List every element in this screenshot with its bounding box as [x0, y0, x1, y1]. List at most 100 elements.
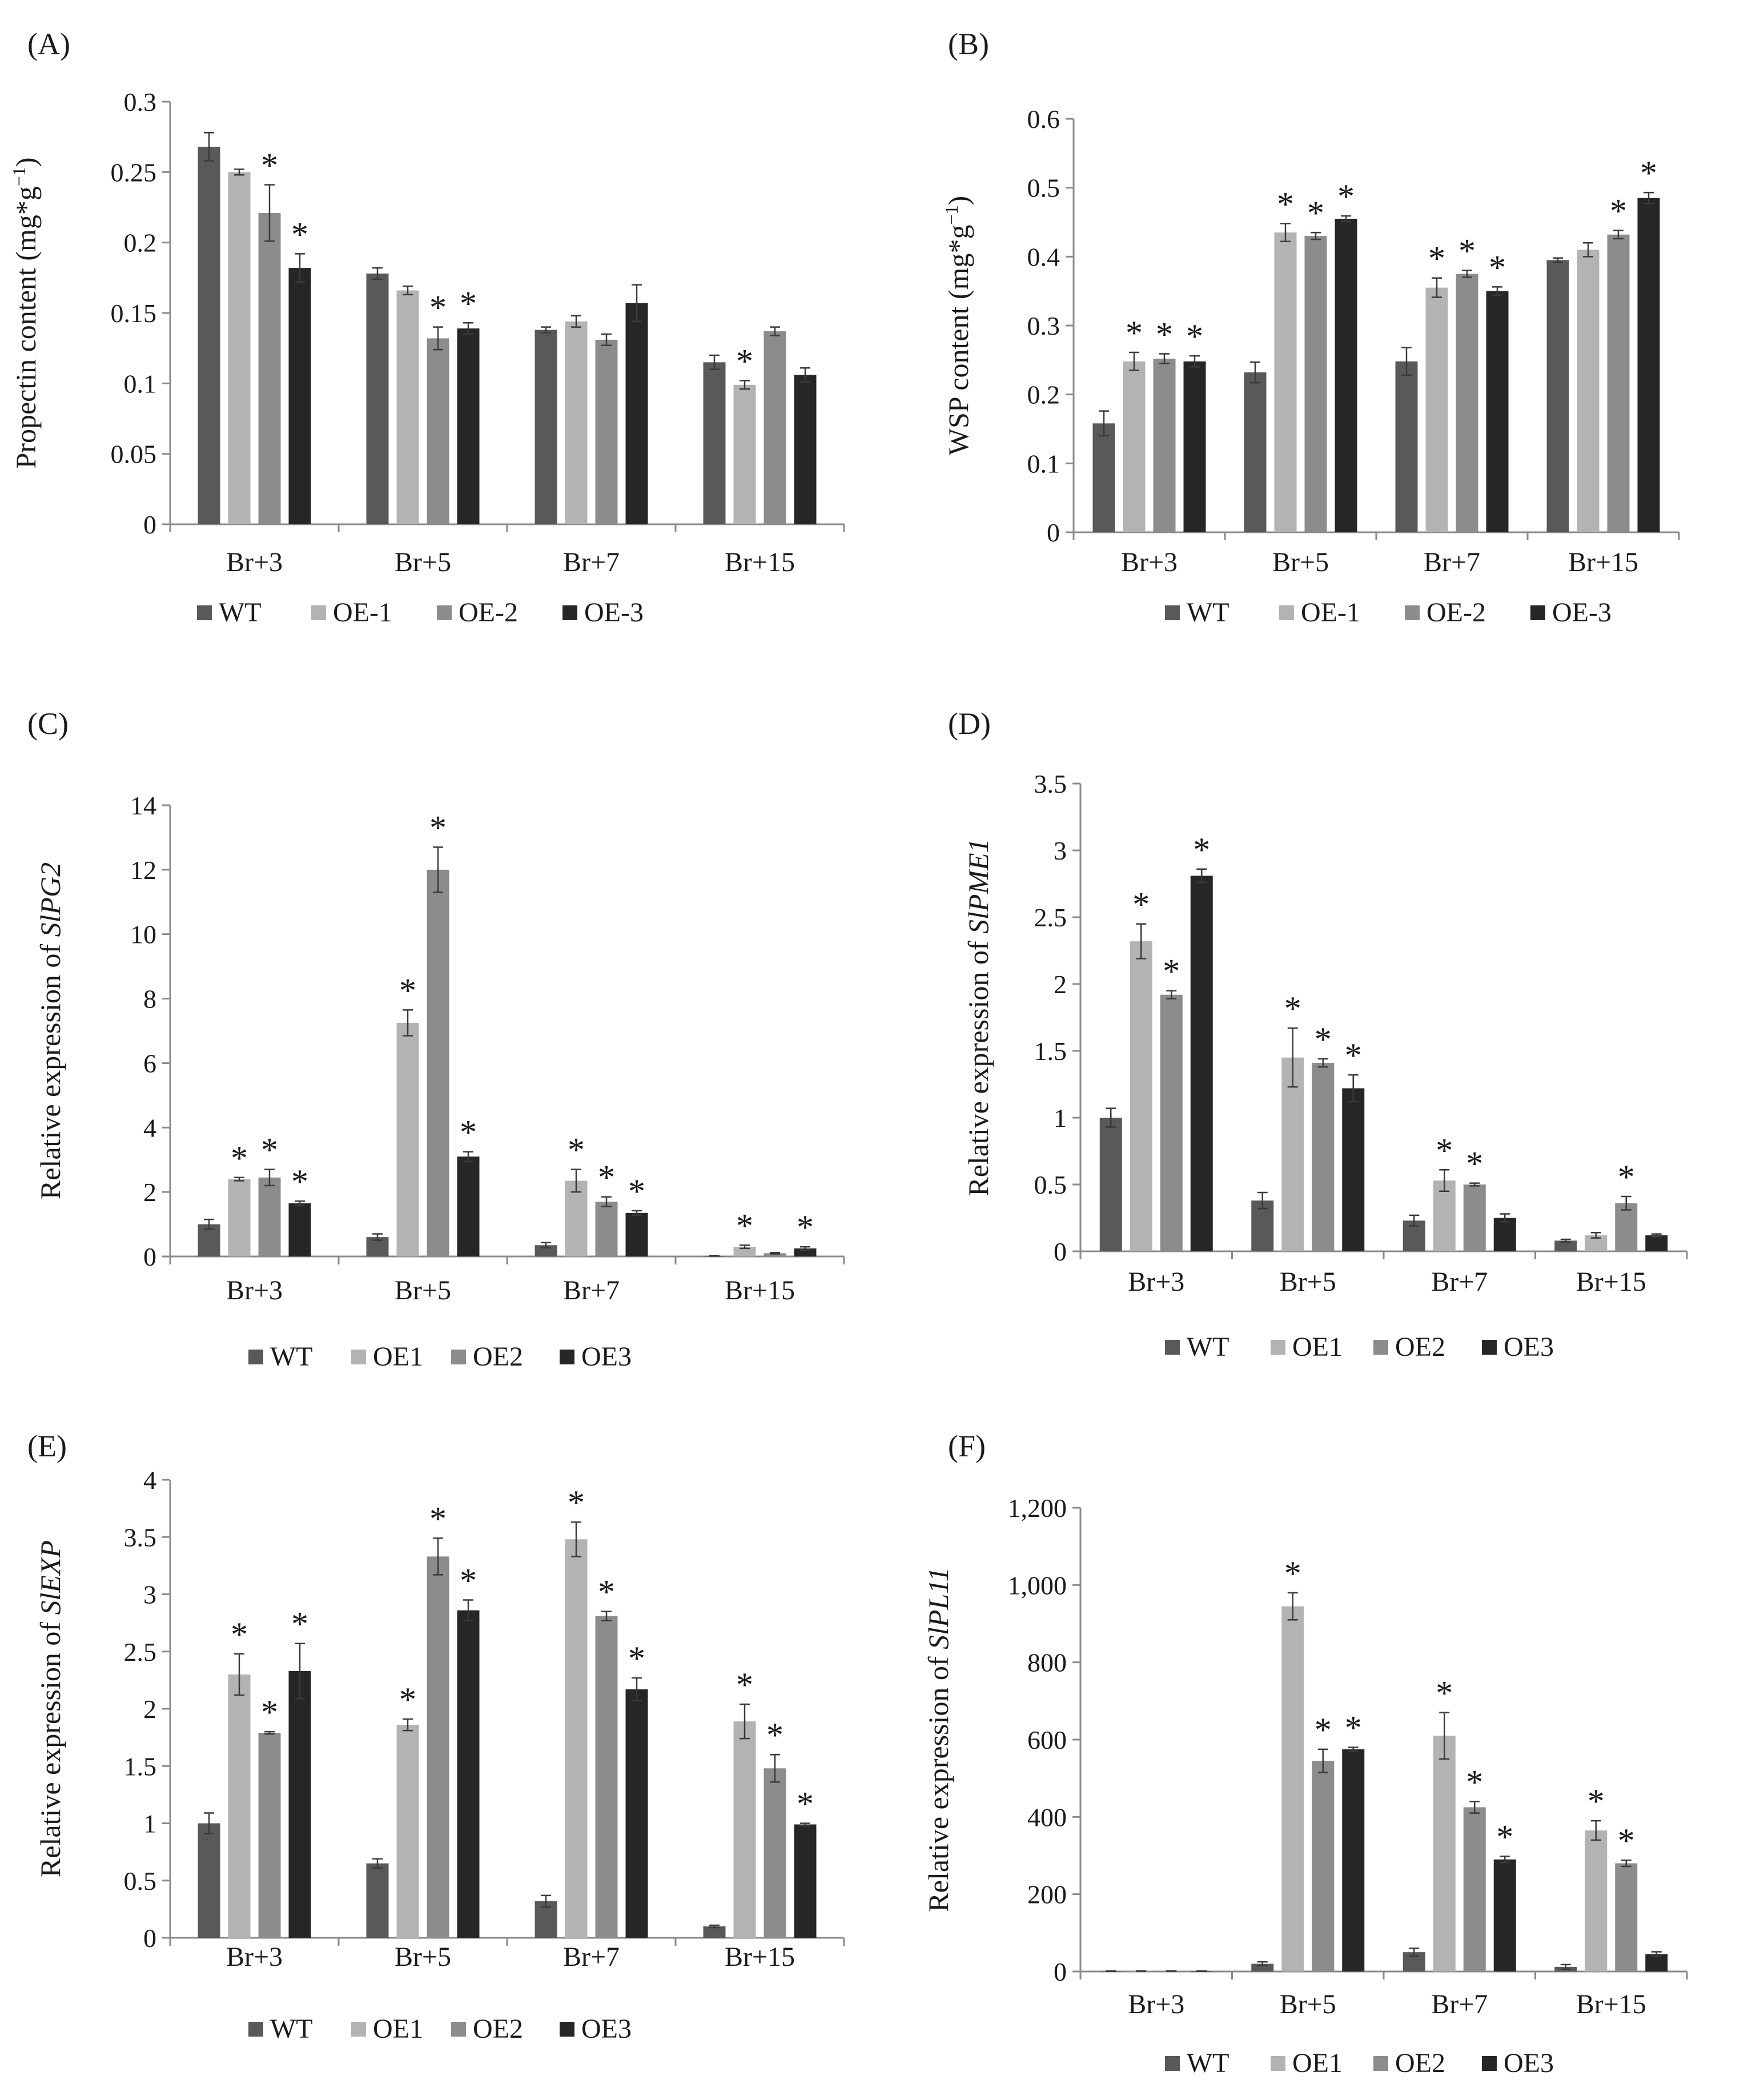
significance-star: * — [429, 809, 447, 846]
x-category-label: Br+5 — [395, 547, 451, 577]
significance-star: * — [261, 147, 278, 184]
y-tick-label: 0.1 — [1027, 449, 1060, 478]
error-bar — [433, 326, 443, 351]
x-category-label: Br+5 — [1280, 1989, 1336, 2019]
significance-star: * — [797, 1785, 814, 1823]
legend-swatch — [1165, 2056, 1180, 2071]
legend-swatch — [1405, 605, 1420, 620]
error-bar — [1644, 191, 1654, 204]
error-bar — [1106, 1107, 1116, 1128]
legend-item-oe1: OE-1 — [311, 597, 392, 628]
x-category-label: Br+3 — [1128, 1267, 1184, 1297]
bar-oe3-br15 — [794, 375, 817, 524]
bar-wt-br15 — [703, 1926, 726, 1938]
legend-label: WT — [1187, 597, 1229, 628]
y-axis-title-part: −1 — [941, 205, 962, 224]
significance-star: * — [1428, 240, 1445, 278]
error-bar — [1257, 1191, 1268, 1210]
legend-swatch — [248, 1350, 263, 1364]
bar-oe2-br3 — [1160, 994, 1183, 1251]
significance-star: * — [1193, 831, 1210, 869]
error-bar — [1136, 923, 1147, 959]
bar-oe1-br15 — [1585, 1830, 1608, 1971]
y-tick-label: 800 — [1027, 1648, 1067, 1677]
y-tick-label: 0 — [143, 1242, 156, 1271]
legend-label: OE2 — [1395, 1332, 1445, 1362]
bar-oe3-br7 — [625, 1212, 648, 1256]
error-bar — [1462, 270, 1472, 278]
bar-oe2-br3 — [258, 1733, 281, 1938]
legend-swatch — [560, 2022, 574, 2037]
error-bar — [1099, 410, 1109, 437]
legend-item-oe2: OE-2 — [437, 597, 518, 628]
error-bar — [204, 132, 214, 162]
error-bar — [1159, 353, 1170, 364]
x-category-label: Br+5 — [1280, 1267, 1336, 1297]
bar-oe1-br15 — [733, 384, 756, 524]
significance-star: * — [429, 1500, 447, 1537]
y-tick-label: 0.4 — [1027, 242, 1060, 271]
error-bar — [1348, 1746, 1359, 1752]
error-bar — [264, 1730, 275, 1735]
panel-label: (C) — [27, 706, 69, 741]
bar-wt-br5 — [366, 1863, 389, 1938]
legend-label: OE3 — [581, 1342, 632, 1372]
bar-oe2-br7 — [595, 1616, 618, 1938]
bar-oe3-br3 — [1183, 361, 1206, 532]
significance-star: * — [1610, 192, 1627, 230]
bar-wt-br3 — [198, 1823, 220, 1938]
bar-oe1-br15 — [1577, 250, 1600, 532]
legend-label: WT — [270, 1342, 313, 1372]
legend-label: WT — [270, 2014, 313, 2044]
x-category-label: Br+15 — [725, 547, 795, 577]
error-bar — [372, 267, 383, 280]
bar-oe3-br5 — [457, 1610, 480, 1938]
significance-star: * — [1284, 1555, 1301, 1592]
bar-oe2-br7 — [1463, 1184, 1486, 1251]
error-bar — [204, 1812, 214, 1834]
legend-item-wt: WT — [1165, 1332, 1229, 1362]
error-bar — [463, 322, 473, 335]
significance-star: * — [261, 1693, 278, 1731]
significance-star: * — [231, 1139, 248, 1177]
bar-wt-br5 — [366, 273, 389, 524]
error-bar — [800, 1246, 810, 1251]
bar-oe1-br7 — [1425, 287, 1448, 532]
bar-oe3-br15 — [794, 1824, 817, 1938]
y-axis-title-part: ) — [10, 157, 42, 167]
significance-star: * — [628, 1640, 645, 1677]
legend-item-oe2: OE-2 — [1405, 597, 1486, 628]
significance-star: * — [1337, 178, 1355, 215]
y-tick-label: 1 — [143, 1809, 156, 1838]
significance-star: * — [399, 1681, 416, 1718]
bar-oe3-br3 — [288, 1203, 311, 1256]
significance-star: * — [1436, 1675, 1453, 1712]
significance-star: * — [261, 1131, 278, 1169]
bar-oe2-br7 — [595, 1202, 618, 1256]
bar-oe1-br3 — [1130, 941, 1152, 1251]
y-tick-label: 0.3 — [1027, 311, 1060, 340]
y-tick-label: 2.5 — [1034, 903, 1067, 932]
error-bar — [1409, 1948, 1420, 1957]
legend-label: OE1 — [1292, 2048, 1343, 2078]
y-tick-label: 1,000 — [1008, 1571, 1067, 1600]
bar-oe2-br5 — [427, 338, 449, 524]
x-category-label: Br+15 — [725, 1942, 795, 1972]
legend-label: WT — [219, 597, 262, 628]
bar-oe3-br7 — [1493, 1859, 1516, 1971]
y-tick-label: 0 — [143, 1924, 156, 1953]
x-category-label: Br+7 — [563, 1275, 620, 1306]
legend-item-wt: WT — [197, 597, 262, 628]
y-tick-label: 0.5 — [1034, 1170, 1067, 1199]
error-bar — [1317, 1058, 1328, 1068]
y-tick-label: 200 — [1027, 1880, 1067, 1909]
bar-oe2-br15 — [764, 331, 786, 524]
bar-wt-br15 — [1546, 260, 1569, 532]
significance-star: * — [1489, 248, 1506, 286]
panel-label: (E) — [27, 1429, 67, 1463]
bar-oe1-br5 — [1281, 1606, 1304, 1971]
error-bar — [1590, 1231, 1601, 1239]
error-bar — [571, 1169, 581, 1193]
y-tick-label: 600 — [1027, 1725, 1067, 1754]
y-axis-title: Propectin content (mg*g−1) — [9, 157, 42, 468]
